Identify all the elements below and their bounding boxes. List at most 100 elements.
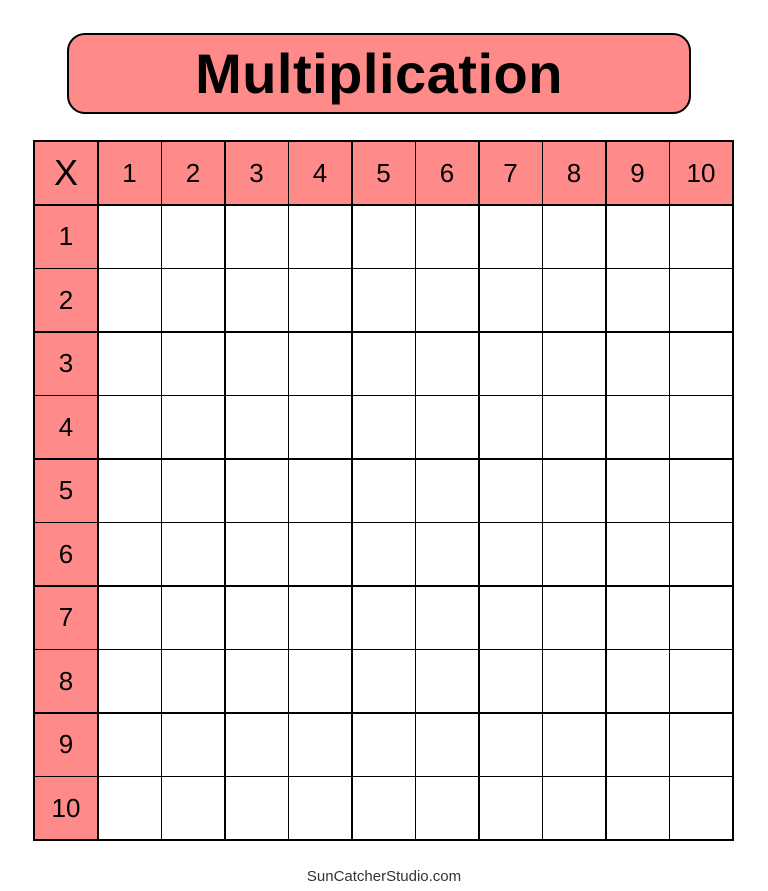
answer-cell[interactable] [352,586,415,649]
answer-cell[interactable] [416,396,478,458]
answer-cell[interactable] [289,650,351,712]
answer-cell[interactable] [606,523,669,585]
answer-cell[interactable] [289,332,351,395]
answer-cell[interactable] [162,396,224,458]
answer-cell[interactable] [543,523,605,585]
answer-cell[interactable] [606,332,669,395]
answer-cell[interactable] [98,205,161,268]
answer-cell[interactable] [289,777,351,839]
answer-cell[interactable] [606,777,669,839]
answer-cell[interactable] [98,332,161,395]
answer-cell[interactable] [479,459,542,522]
answer-cell[interactable] [606,650,669,712]
answer-cell[interactable] [416,586,478,649]
answer-cell[interactable] [416,332,478,395]
answer-cell[interactable] [416,269,478,331]
answer-cell[interactable] [352,269,415,331]
answer-cell[interactable] [670,777,732,839]
answer-cell[interactable] [98,523,161,585]
answer-cell[interactable] [670,650,732,712]
answer-cell[interactable] [162,459,224,522]
answer-cell[interactable] [543,650,605,712]
answer-cell[interactable] [162,269,224,331]
answer-cell[interactable] [670,205,732,268]
answer-cell[interactable] [352,523,415,585]
answer-cell[interactable] [606,396,669,458]
answer-cell[interactable] [670,713,732,776]
answer-cell[interactable] [352,777,415,839]
answer-cell[interactable] [225,713,288,776]
answer-cell[interactable] [162,713,224,776]
answer-cell[interactable] [352,332,415,395]
answer-cell[interactable] [352,459,415,522]
answer-cell[interactable] [98,650,161,712]
answer-cell[interactable] [543,332,605,395]
answer-cell[interactable] [225,777,288,839]
answer-cell[interactable] [162,650,224,712]
answer-cell[interactable] [670,396,732,458]
answer-cell[interactable] [543,777,605,839]
answer-cell[interactable] [98,586,161,649]
answer-cell[interactable] [162,523,224,585]
answer-cell[interactable] [670,332,732,395]
answer-cell[interactable] [606,713,669,776]
answer-cell[interactable] [479,269,542,331]
answer-cell[interactable] [416,777,478,839]
answer-cell[interactable] [416,650,478,712]
answer-cell[interactable] [289,586,351,649]
answer-cell[interactable] [416,523,478,585]
answer-cell[interactable] [479,586,542,649]
answer-cell[interactable] [352,205,415,268]
answer-cell[interactable] [606,459,669,522]
answer-cell[interactable] [289,205,351,268]
answer-cell[interactable] [606,586,669,649]
answer-cell[interactable] [479,396,542,458]
answer-cell[interactable] [225,586,288,649]
answer-cell[interactable] [98,713,161,776]
answer-cell[interactable] [225,523,288,585]
answer-cell[interactable] [289,459,351,522]
answer-cell[interactable] [225,332,288,395]
answer-cell[interactable] [289,713,351,776]
answer-cell[interactable] [352,713,415,776]
answer-cell[interactable] [98,459,161,522]
answer-cell[interactable] [162,777,224,839]
answer-cell[interactable] [416,459,478,522]
answer-cell[interactable] [543,586,605,649]
answer-cell[interactable] [479,777,542,839]
answer-cell[interactable] [416,713,478,776]
answer-cell[interactable] [479,713,542,776]
answer-cell[interactable] [98,777,161,839]
answer-cell[interactable] [543,396,605,458]
answer-cell[interactable] [670,586,732,649]
answer-cell[interactable] [289,269,351,331]
answer-cell[interactable] [289,523,351,585]
answer-cell[interactable] [162,332,224,395]
answer-cell[interactable] [479,205,542,268]
answer-cell[interactable] [352,650,415,712]
answer-cell[interactable] [479,523,542,585]
answer-cell[interactable] [479,650,542,712]
answer-cell[interactable] [606,269,669,331]
answer-cell[interactable] [670,523,732,585]
answer-cell[interactable] [225,205,288,268]
answer-cell[interactable] [352,396,415,458]
answer-cell[interactable] [225,396,288,458]
answer-cell[interactable] [543,713,605,776]
answer-cell[interactable] [670,459,732,522]
answer-cell[interactable] [225,269,288,331]
answer-cell[interactable] [543,205,605,268]
answer-cell[interactable] [162,586,224,649]
answer-cell[interactable] [670,269,732,331]
answer-cell[interactable] [289,396,351,458]
answer-cell[interactable] [98,269,161,331]
answer-cell[interactable] [225,650,288,712]
answer-cell[interactable] [479,332,542,395]
answer-cell[interactable] [162,205,224,268]
answer-cell[interactable] [225,459,288,522]
answer-cell[interactable] [98,396,161,458]
answer-cell[interactable] [416,205,478,268]
answer-cell[interactable] [543,459,605,522]
answer-cell[interactable] [606,205,669,268]
answer-cell[interactable] [543,269,605,331]
